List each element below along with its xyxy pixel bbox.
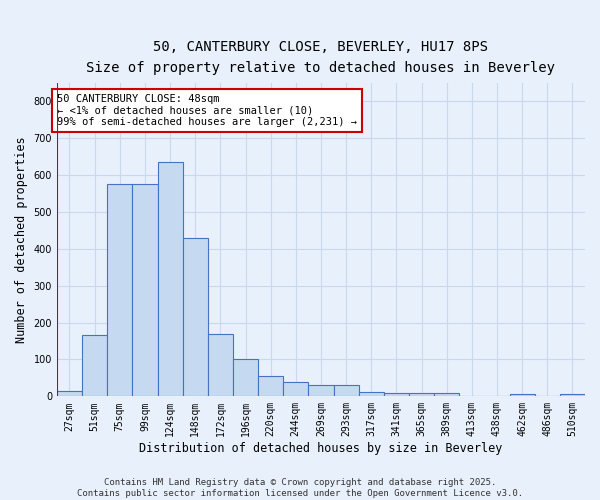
X-axis label: Distribution of detached houses by size in Beverley: Distribution of detached houses by size … [139,442,503,455]
Bar [334,386,359,396]
Text: Contains HM Land Registry data © Crown copyright and database right 2025.
Contai: Contains HM Land Registry data © Crown c… [77,478,523,498]
Text: 50 CANTERBURY CLOSE: 48sqm
← <1% of detached houses are smaller (10)
99% of semi: 50 CANTERBURY CLOSE: 48sqm ← <1% of deta… [57,94,357,127]
Bar [560,394,585,396]
Bar [384,392,409,396]
Bar [182,238,208,396]
Bar [208,334,233,396]
Bar [409,392,434,396]
Bar [283,382,308,396]
Bar [158,162,182,396]
Y-axis label: Number of detached properties: Number of detached properties [15,136,28,343]
Bar [233,360,258,397]
Bar [434,394,459,396]
Bar [57,391,82,396]
Bar [509,394,535,396]
Bar [107,184,133,396]
Bar [359,392,384,396]
Bar [82,336,107,396]
Bar [308,386,334,396]
Bar [258,376,283,396]
Title: 50, CANTERBURY CLOSE, BEVERLEY, HU17 8PS
Size of property relative to detached h: 50, CANTERBURY CLOSE, BEVERLEY, HU17 8PS… [86,40,556,74]
Bar [133,184,158,396]
